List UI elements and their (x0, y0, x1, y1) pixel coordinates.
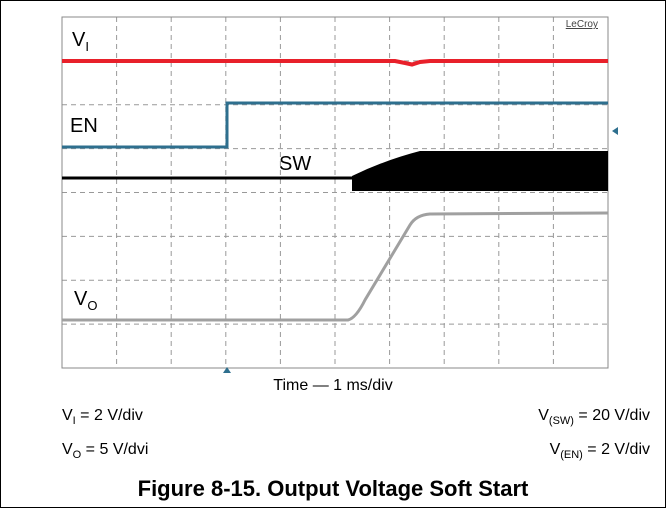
caption: Figure 8-15. Output Voltage Soft Start (138, 476, 529, 501)
scale-text: = 5 V/dvi (81, 441, 148, 458)
scale-symbol: V (62, 441, 73, 458)
scale-label: VO = 5 V/dvi (62, 441, 148, 461)
scale-symbol: V (550, 441, 561, 458)
scale-label: VI = 2 V/div (62, 407, 143, 427)
scope-grid (62, 17, 608, 368)
scale-text: = 2 V/div (583, 441, 650, 458)
trigger-marker (223, 367, 231, 373)
trace-label: EN (70, 115, 98, 137)
scale-label: V(EN) = 2 V/div (550, 441, 650, 461)
scale-sub: (SW) (549, 415, 574, 427)
scope-border (61, 16, 609, 369)
en-trace (62, 101, 608, 149)
scale-sub: O (73, 449, 82, 461)
brand: LeCroy (566, 19, 598, 30)
time-base: Time — 1 ms/div (273, 377, 392, 394)
scale-symbol: V (538, 407, 549, 424)
vi-trace (62, 59, 608, 67)
scale-sub: I (73, 415, 76, 427)
trace-symbol: V (72, 29, 86, 51)
trace-label: SW (279, 153, 311, 175)
trace-symbol: V (74, 288, 88, 310)
scale-text: = 2 V/div (76, 407, 143, 424)
trace-label: VO (74, 288, 97, 313)
level-marker (612, 127, 618, 135)
scale-label: V(SW) = 20 V/div (538, 407, 650, 427)
trace-label: VI (72, 29, 89, 54)
scale-sub: (EN) (560, 449, 583, 461)
scale-symbol: V (62, 407, 73, 424)
trace-sub: O (87, 298, 97, 313)
trace-sub: I (85, 39, 89, 54)
sw-burst (352, 151, 608, 191)
scale-text: = 20 V/div (574, 407, 650, 424)
vo-trace (62, 211, 609, 322)
